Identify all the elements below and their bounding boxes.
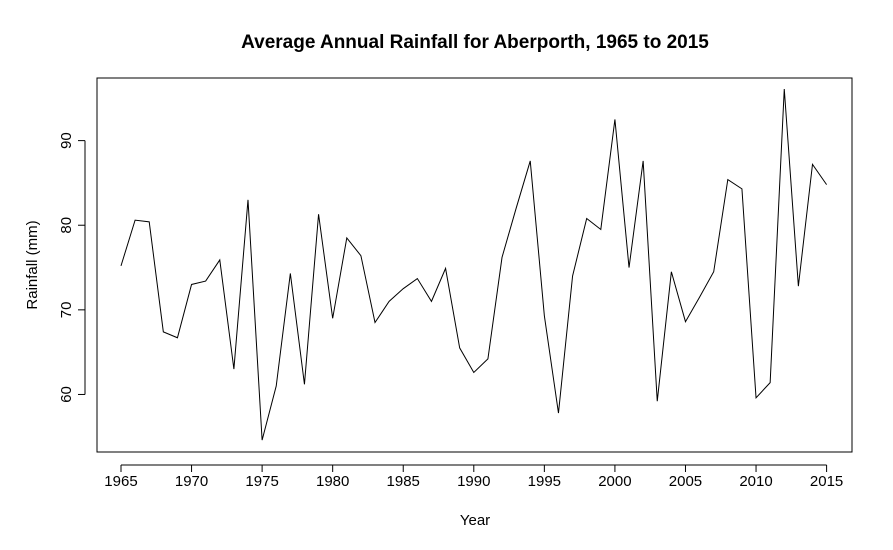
x-tick-label: 1975: [245, 473, 278, 490]
x-axis: 1965 1970 1975 1980 1985 1990 1995 2000 2005 2010…: [104, 464, 843, 490]
rainfall-series-line: [120, 88, 828, 441]
y-tick-label: 70: [58, 302, 75, 319]
x-tick-label: 1985: [387, 473, 420, 490]
y-tick-label: 80: [58, 217, 75, 234]
y-tick-label: 60: [58, 386, 75, 403]
y-axis: 60 70 80 90: [58, 132, 86, 403]
series-group: [120, 88, 828, 441]
plot-frame: [96, 77, 853, 453]
x-tick-label: 2005: [669, 473, 702, 490]
x-tick-label: 2000: [598, 473, 631, 490]
x-tick-label: 2010: [739, 473, 772, 490]
x-tick-label: 1965: [104, 473, 137, 490]
x-tick-label: 1970: [175, 473, 208, 490]
x-tick-label: 1990: [457, 473, 490, 490]
x-tick-label: 1995: [528, 473, 561, 490]
y-tick-label: 90: [58, 132, 75, 149]
x-tick-label: 1980: [316, 473, 349, 490]
chart-title: Average Annual Rainfall for Aberporth, 1…: [241, 32, 709, 53]
x-axis-label: Year: [460, 512, 490, 529]
x-tick-label: 2015: [810, 473, 843, 490]
y-axis-label: Rainfall (mm): [24, 220, 41, 309]
